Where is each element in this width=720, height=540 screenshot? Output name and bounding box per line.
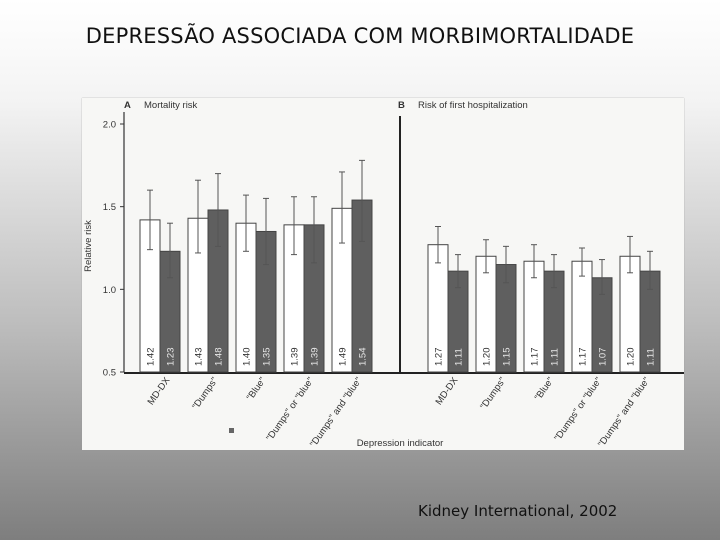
bar-value-label: 1.20 xyxy=(482,348,493,367)
citation: Kidney International, 2002 xyxy=(418,502,618,520)
bar-value-label: 1.15 xyxy=(502,348,513,367)
category-label: "Blue" xyxy=(533,375,557,402)
relative-risk-figure: 0.5 1.0 1.5 2.0 Relative risk Depression indi… xyxy=(82,98,684,450)
category-label: "Dumps" or "blue" xyxy=(552,375,604,443)
panel-letter: B xyxy=(398,100,405,111)
y-tick-label: 1.5 xyxy=(103,202,116,213)
category-label: "Dumps" or "blue" xyxy=(264,375,316,443)
bar-value-label: 1.39 xyxy=(290,348,301,367)
bar-value-label: 1.07 xyxy=(598,348,609,367)
bar-value-label: 1.35 xyxy=(262,348,273,367)
y-axis-title: Relative risk xyxy=(83,220,94,272)
bar-value-label: 1.39 xyxy=(310,348,321,367)
bar-value-label: 1.11 xyxy=(646,348,657,366)
bar-value-label: 1.11 xyxy=(550,348,561,366)
panel-title: Risk of first hospitalization xyxy=(418,100,528,111)
bar-value-label: 1.27 xyxy=(434,348,445,367)
bar-value-label: 1.11 xyxy=(454,348,465,366)
y-tick-label: 0.5 xyxy=(103,368,116,379)
bar-value-label: 1.20 xyxy=(626,348,637,367)
panel-title: Mortality risk xyxy=(144,100,198,111)
bar-value-label: 1.49 xyxy=(338,348,349,367)
bar-value-label: 1.54 xyxy=(358,348,369,367)
category-label: "Dumps" xyxy=(190,375,220,411)
slide-title: DEPRESSÃO ASSOCIADA COM MORBIMORTALIDADE xyxy=(85,24,635,48)
panel-letter: A xyxy=(124,100,131,111)
bar-value-label: 1.23 xyxy=(166,348,177,367)
y-tick-label: 1.0 xyxy=(103,285,116,296)
legend-marker xyxy=(229,428,234,433)
bar-value-label: 1.17 xyxy=(530,348,541,367)
category-label: MD-DX xyxy=(434,375,461,407)
bar-value-label: 1.42 xyxy=(146,348,157,367)
category-label: "Dumps" xyxy=(478,375,508,411)
bar-value-label: 1.40 xyxy=(242,348,253,367)
category-label: "Blue" xyxy=(245,375,269,402)
category-label: "Dumps" and "blue" xyxy=(596,375,652,449)
x-axis-title: Depression indicator xyxy=(357,438,444,449)
relative-risk-chart: 0.5 1.0 1.5 2.0 Relative risk Depression indi… xyxy=(83,100,684,449)
y-tick-label: 2.0 xyxy=(103,120,116,131)
bar-value-label: 1.48 xyxy=(214,348,225,367)
category-label: MD-DX xyxy=(146,375,173,407)
bar-value-label: 1.43 xyxy=(194,348,205,367)
bar-value-label: 1.17 xyxy=(578,348,589,367)
